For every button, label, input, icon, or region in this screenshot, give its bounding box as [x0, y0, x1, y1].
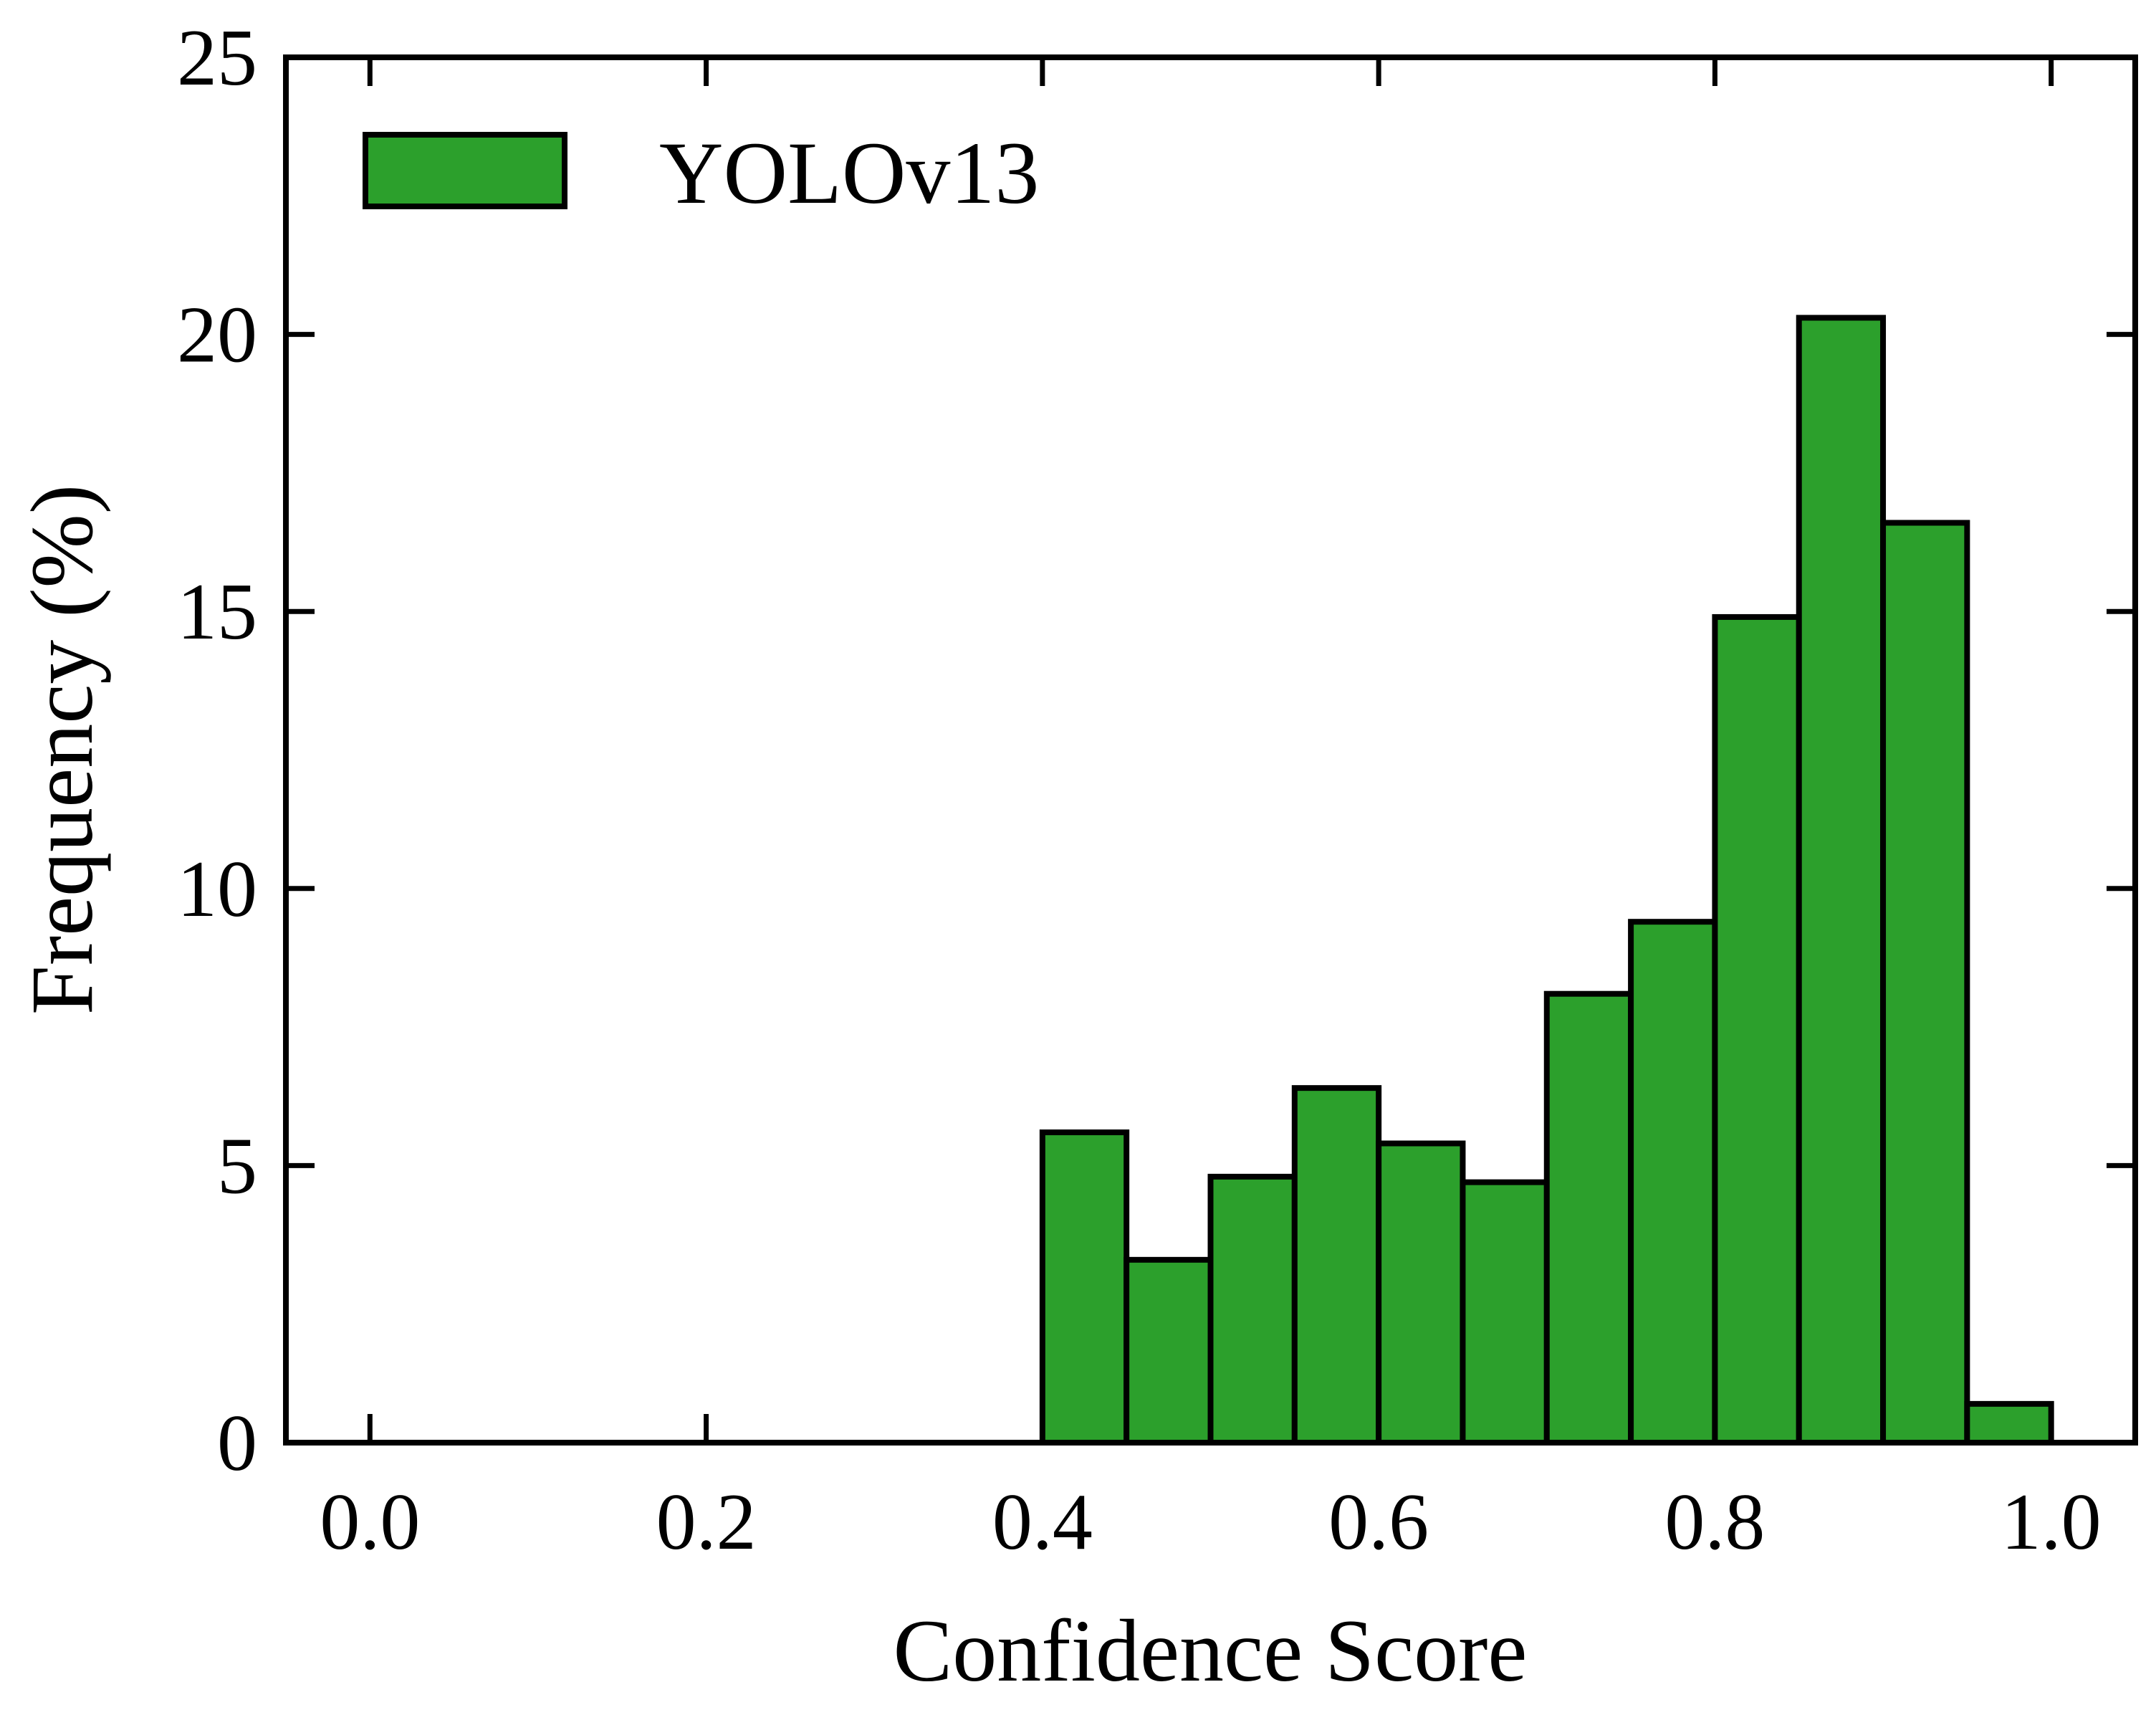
x-tick-labels: 0.0 0.2 0.4 0.6 0.8 1.0	[320, 1478, 2101, 1567]
histogram-bar	[1376, 1140, 1466, 1446]
histogram-bar	[1039, 1129, 1130, 1446]
x-axis-label: Confidence Score	[893, 1602, 1528, 1700]
x-tick-label: 0.4	[992, 1478, 1093, 1567]
histogram-bar	[1543, 990, 1634, 1446]
histogram-bar	[1796, 315, 1887, 1446]
y-tick-label: 0	[217, 1399, 257, 1488]
plot-frame	[283, 54, 2138, 1446]
histogram-bar	[1964, 1400, 2054, 1446]
histogram-bar	[1207, 1173, 1298, 1446]
histogram-bar	[1880, 520, 1970, 1446]
histogram-bar	[1628, 919, 1718, 1446]
x-tick-label: 1.0	[2001, 1478, 2102, 1567]
legend-label-yolov13: YOLOv13	[659, 124, 1039, 222]
x-tick-label: 0.0	[320, 1478, 420, 1567]
legend-swatch-yolov13	[363, 132, 567, 209]
histogram-bar	[1460, 1179, 1550, 1446]
histogram-bar	[1123, 1256, 1214, 1446]
y-tick-label: 25	[177, 14, 257, 102]
histogram-bar	[1712, 613, 1802, 1446]
legend: YOLOv13	[363, 124, 1039, 222]
y-tick-labels: 0 5 10 15 20 25	[177, 14, 257, 1488]
x-tick-label: 0.8	[1664, 1478, 1765, 1567]
histogram-bar	[1291, 1085, 1382, 1446]
y-tick-label: 15	[177, 568, 257, 656]
x-tick-label: 0.6	[1328, 1478, 1429, 1567]
x-tick-label: 0.2	[656, 1478, 757, 1567]
y-tick-label: 5	[217, 1122, 257, 1210]
bars-layer	[1039, 315, 2054, 1446]
y-axis-label: Frequency (%)	[13, 484, 111, 1015]
y-tick-label: 20	[177, 291, 257, 380]
y-tick-label: 10	[177, 845, 257, 934]
